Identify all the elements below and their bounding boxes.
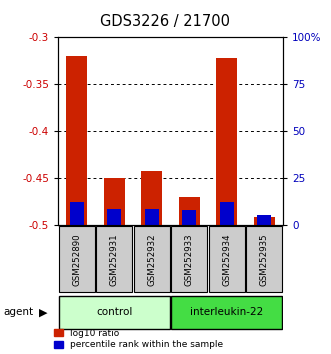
Text: ▶: ▶ [39, 307, 47, 318]
Text: GSM252935: GSM252935 [260, 233, 269, 286]
Text: GSM252932: GSM252932 [147, 233, 156, 286]
Bar [171, 296, 282, 329]
Bar [182, 210, 196, 225]
Bar [179, 196, 200, 225]
Bar [246, 226, 282, 292]
Bar [96, 226, 132, 292]
Text: agent: agent [3, 307, 33, 318]
Text: GSM252931: GSM252931 [110, 233, 119, 286]
Text: control: control [96, 307, 132, 318]
Bar [219, 202, 234, 225]
Bar [70, 202, 84, 225]
Legend: log10 ratio, percentile rank within the sample: log10 ratio, percentile rank within the … [54, 329, 223, 349]
Bar [66, 56, 87, 225]
Bar [59, 296, 170, 329]
Bar [59, 226, 95, 292]
Bar [209, 226, 245, 292]
Bar [134, 226, 170, 292]
Text: GSM252933: GSM252933 [185, 233, 194, 286]
Text: interleukin-22: interleukin-22 [190, 307, 263, 318]
Bar [107, 209, 121, 225]
Text: GSM252934: GSM252934 [222, 233, 231, 286]
Text: GDS3226 / 21700: GDS3226 / 21700 [101, 14, 230, 29]
Bar [216, 58, 237, 225]
Bar [257, 215, 271, 225]
Bar [145, 209, 159, 225]
Bar [104, 178, 124, 225]
Text: GSM252890: GSM252890 [72, 233, 81, 286]
Bar [254, 217, 274, 225]
Bar [171, 226, 207, 292]
Bar [141, 171, 162, 225]
